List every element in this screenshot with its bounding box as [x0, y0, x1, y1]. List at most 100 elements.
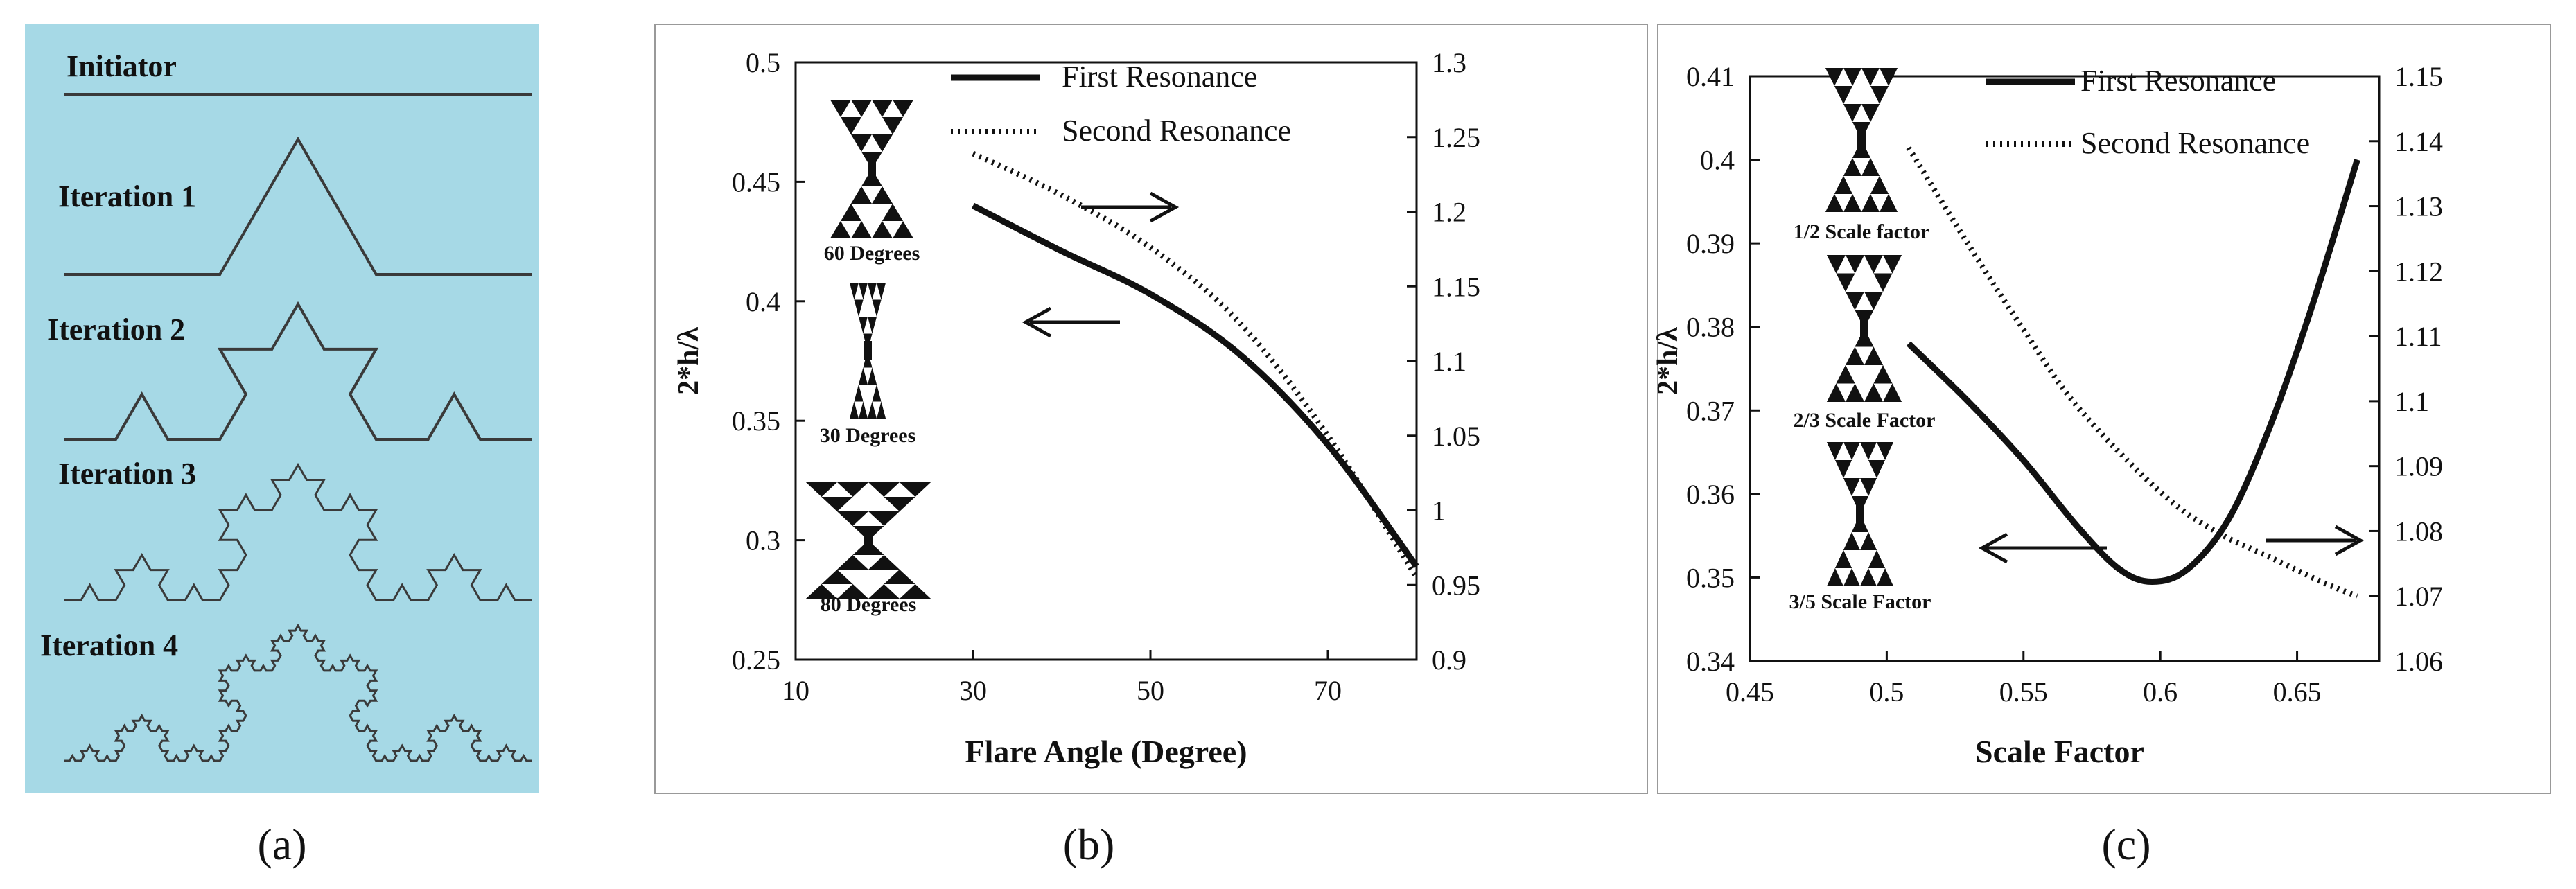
chart-b-series [971, 150, 1419, 579]
chart-c-plot-area [1749, 75, 2381, 662]
inset-two-thirds-scale [1827, 255, 1902, 402]
antenna-triangle [841, 221, 861, 238]
y-tick-label: 0.39 [1686, 228, 1735, 259]
y-tick-label: 0.35 [732, 405, 780, 437]
inset-caption-30-degrees: 30 Degrees [820, 424, 916, 447]
chart-c: 0.34 0.35 0.36 0.37 0.38 0.39 0.4 0.41 1.06 1.07… [1652, 24, 2551, 869]
chart-b-arrows [1022, 191, 1180, 338]
y2-tick-label: 1.07 [2394, 581, 2443, 612]
antenna-triangle [851, 204, 893, 238]
iteration-3-label: Iteration 3 [58, 457, 196, 491]
legend-label-second-resonance: Second Resonance [1062, 114, 1291, 148]
y2-tick-label: 1.15 [2394, 61, 2443, 92]
antenna-triangle [863, 367, 873, 385]
y-tick-label: 0.5 [746, 47, 780, 78]
antenna-triangle [837, 570, 900, 599]
koch-panel: Initiator Iteration 1 Iteration 2 Iterat… [25, 24, 539, 869]
antenna-feed [864, 531, 873, 550]
y-tick-label: 0.3 [746, 525, 780, 556]
koch-curves [64, 93, 532, 762]
y2-tick-label: 1.1 [2394, 386, 2429, 417]
chart-c-y-axis-label: 2*h/λ [1652, 327, 1684, 395]
panel-a-label: (a) [257, 820, 306, 869]
y2-tick-label: 1.13 [2394, 191, 2443, 222]
chart-c-insets: 1/2 Scale factor 2/3 Scale Factor 3/5 Sc… [1789, 68, 1936, 613]
antenna-triangle [1868, 442, 1885, 460]
y-tick-label: 0.4 [746, 286, 780, 317]
chart-b-y-axis-ticks: 0.25 0.3 0.35 0.4 0.45 0.5 [732, 47, 805, 676]
antenna-triangle [1870, 68, 1889, 86]
chart-b-legend: First Resonance Second Resonance [951, 60, 1291, 148]
y-tick-label: 0.41 [1686, 61, 1735, 92]
y-tick-label: 0.35 [1686, 562, 1735, 593]
inset-80-degrees [806, 482, 931, 599]
chart-b-x-axis-ticks: 10 30 50 70 [782, 650, 1342, 706]
chart-c-x-axis-ticks: 0.45 0.5 0.55 0.6 0.65 [1726, 651, 2322, 707]
antenna-feed [1857, 130, 1866, 150]
antenna-triangle [851, 100, 893, 134]
antenna-triangle [1846, 365, 1883, 402]
chart-c-y2-axis-ticks: 1.06 1.07 1.08 1.09 1.1 1.11 1.12 1.13 1.14 1.15 [2369, 61, 2443, 677]
antenna-triangle [837, 482, 900, 511]
y2-tick-label: 1.1 [1432, 346, 1466, 377]
antenna-triangle [1836, 255, 1855, 274]
inset-three-fifths-scale [1827, 442, 1893, 586]
chart-b-y2-axis-ticks: 0.9 0.95 1 1.05 1.1 1.15 1.2 1.25 1.3 [1407, 47, 1480, 676]
chart-c-frame [1657, 24, 2551, 794]
x-tick-label: 70 [1314, 675, 1342, 706]
antenna-triangle [1846, 255, 1883, 292]
antenna-triangle [1873, 255, 1893, 274]
inset-half-scale [1825, 68, 1898, 212]
iteration-1-label: Iteration 1 [58, 179, 196, 213]
antenna-triangle [1835, 568, 1852, 586]
x-tick-label: 30 [959, 675, 987, 706]
series-second-resonance [972, 150, 1419, 579]
koch-curve-iteration-2 [64, 301, 532, 441]
antenna-triangle [1868, 568, 1885, 586]
y-tick-label: 0.38 [1686, 312, 1735, 343]
antenna-triangle [882, 100, 903, 117]
antenna-triangle [884, 482, 915, 497]
y2-tick-label: 0.9 [1432, 644, 1466, 676]
chart-b-frame [654, 24, 1648, 794]
y2-tick-label: 1.05 [1432, 421, 1480, 452]
chart-c-x-axis-label: Scale Factor [1975, 734, 2144, 769]
chart-c-legend: First Resonance Second Resonance [1986, 64, 2310, 160]
antenna-triangle [1843, 68, 1880, 104]
antenna-triangle [854, 401, 864, 419]
antenna-triangle [863, 317, 873, 334]
antenna-triangle [859, 385, 877, 419]
antenna-triangle [854, 283, 864, 300]
y2-tick-label: 0.95 [1432, 570, 1480, 601]
arrow-left-c [1978, 532, 2107, 564]
chart-c-y-axis-ticks: 0.34 0.35 0.36 0.37 0.38 0.39 0.4 0.41 [1686, 61, 1760, 677]
initiator-label: Initiator [67, 49, 177, 83]
antenna-triangle [882, 221, 903, 238]
chart-c-arrows [1978, 525, 2365, 564]
panel-c-label: (c) [2101, 820, 2150, 869]
antenna-feed [868, 159, 876, 179]
antenna-triangle [1852, 158, 1870, 176]
antenna-triangle [1855, 346, 1874, 365]
y-tick-label: 0.34 [1686, 646, 1735, 677]
inset-caption-80-degrees: 80 Degrees [821, 593, 917, 616]
antenna-triangle [1852, 478, 1868, 496]
inset-caption-two-thirds-scale: 2/3 Scale Factor [1794, 409, 1936, 432]
antenna-feed [1856, 504, 1864, 524]
antenna-triangle [872, 401, 882, 419]
inset-30-degrees [850, 283, 886, 419]
x-tick-label: 10 [782, 675, 809, 706]
y2-tick-label: 1.3 [1432, 47, 1466, 78]
x-tick-label: 0.6 [2143, 676, 2178, 707]
panel-b-label: (b) [1063, 820, 1115, 869]
antenna-triangle [1835, 442, 1852, 460]
antenna-triangle [1855, 292, 1874, 310]
y2-tick-label: 1.08 [2394, 516, 2443, 547]
y2-tick-label: 1.15 [1432, 271, 1480, 302]
koch-curve-iteration-4 [64, 623, 532, 762]
legend-label-second-resonance-c: Second Resonance [2080, 126, 2310, 160]
legend-label-first-resonance-c: First Resonance [2080, 64, 2276, 98]
antenna-triangle [859, 283, 877, 317]
